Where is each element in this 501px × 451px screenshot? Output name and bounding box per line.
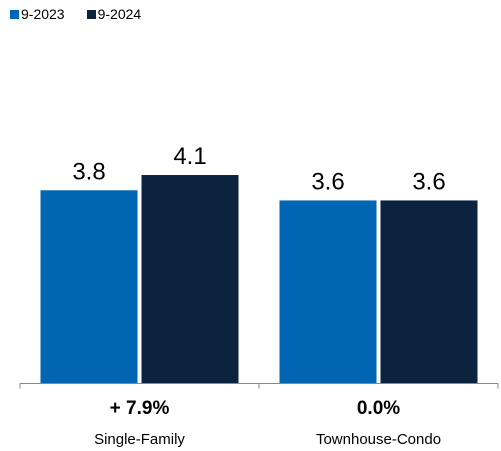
data-label: 3.6 xyxy=(412,168,445,195)
legend-label-9-2024: 9-2024 xyxy=(97,6,142,22)
x-axis-ticks xyxy=(19,383,499,389)
legend-swatch-9-2024 xyxy=(86,9,96,19)
legend: 9-2023 9-2024 xyxy=(10,5,141,23)
legend-item-9-2023: 9-2023 xyxy=(10,5,65,23)
category-labels: + 7.9% Single-Family 0.0% Townhouse-Condo xyxy=(94,398,441,448)
bar-9-2024-townhouse-condo xyxy=(380,200,478,384)
change-label: + 7.9% xyxy=(110,398,170,419)
labels-layer: 3.8 4.1 3.6 3.6 xyxy=(72,143,445,195)
data-label: 3.8 xyxy=(72,158,105,185)
change-label: 0.0% xyxy=(357,398,400,419)
legend-label-9-2023: 9-2023 xyxy=(21,6,65,22)
bar-9-2023-townhouse-condo xyxy=(279,200,377,384)
legend-item-9-2024: 9-2024 xyxy=(86,5,142,23)
legend-swatch-9-2023 xyxy=(10,9,19,19)
data-label: 3.6 xyxy=(311,168,344,195)
bar-9-2023-single-family xyxy=(40,190,138,384)
data-label: 4.1 xyxy=(173,143,206,170)
bars-layer xyxy=(40,175,478,384)
category-label: Townhouse-Condo xyxy=(316,431,441,448)
category-label: Single-Family xyxy=(94,431,185,448)
bar-9-2024-single-family xyxy=(141,175,239,384)
